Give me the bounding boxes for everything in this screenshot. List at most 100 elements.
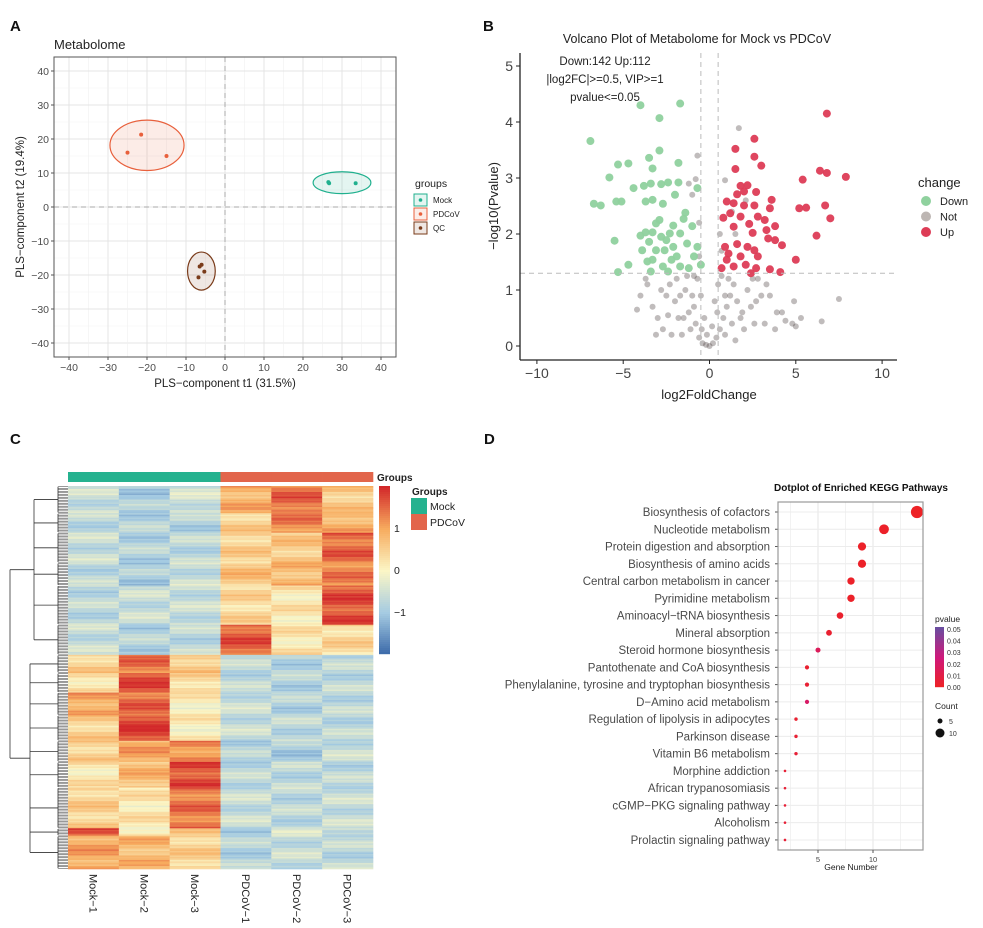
heatmap-cell xyxy=(169,660,221,663)
heatmap-cell xyxy=(220,603,272,606)
heatmap-cell xyxy=(220,534,272,537)
colorbar-segment xyxy=(935,679,944,682)
pathway-label: Mineral absorption xyxy=(675,628,770,640)
heatmap-cell xyxy=(169,555,221,558)
heatmap-cell xyxy=(271,767,323,770)
heatmap-cell xyxy=(68,823,120,826)
heatmap-cell xyxy=(169,590,221,592)
colorbar-segment xyxy=(379,500,390,503)
heatmap-cell xyxy=(169,841,221,844)
heatmap-cell xyxy=(271,546,323,549)
heatmap-cell xyxy=(220,774,272,776)
heatmap-cell xyxy=(322,659,374,662)
heatmap-cell xyxy=(271,665,323,668)
heatmap-cell xyxy=(118,605,170,607)
heatmap-cell xyxy=(169,630,221,633)
heatmap-cell xyxy=(169,798,221,800)
heatmap-cell xyxy=(68,529,120,532)
heatmap-cell xyxy=(118,602,170,604)
heatmap-cell xyxy=(68,760,120,763)
heatmap-cell xyxy=(322,653,374,656)
heatmap-cell xyxy=(68,680,120,683)
heatmap-cell xyxy=(322,629,374,632)
data-point-up xyxy=(750,152,759,161)
pathway-dot xyxy=(804,699,810,704)
heatmap-cell xyxy=(68,510,120,512)
heatmap-cell xyxy=(220,590,272,592)
heatmap-cell xyxy=(169,772,221,775)
heatmap-cell xyxy=(271,608,323,610)
heatmap-cell xyxy=(322,855,374,858)
heatmap-cell xyxy=(169,531,221,534)
data-point-not xyxy=(642,275,649,282)
colorbar-segment xyxy=(379,638,390,641)
heatmap-cell xyxy=(118,697,170,699)
data-point-pdcov xyxy=(125,150,130,155)
heatmap-cell xyxy=(271,511,323,514)
heatmap-cell xyxy=(220,549,272,552)
heatmap-cell xyxy=(169,802,221,805)
data-point-not xyxy=(714,309,721,316)
heatmap-cell xyxy=(220,679,272,681)
data-point-down xyxy=(665,229,674,238)
heatmap-cell xyxy=(68,849,120,852)
data-point-qc xyxy=(199,262,204,267)
data-point-pdcov xyxy=(139,132,144,137)
heatmap-cell xyxy=(220,513,272,515)
heatmap-cell xyxy=(68,618,120,621)
x-axis-label: log2FoldChange xyxy=(661,387,756,402)
heatmap-cell xyxy=(322,763,374,766)
colorbar-segment xyxy=(379,550,390,553)
x-tick-label: 5 xyxy=(816,855,820,864)
heatmap-cell xyxy=(169,543,221,546)
heatmap-cell xyxy=(322,758,374,761)
heatmap-cell xyxy=(68,730,120,733)
heatmap-cell xyxy=(322,543,374,546)
heatmap-cell xyxy=(118,828,170,831)
heatmap-cell xyxy=(271,584,323,586)
heatmap-cell xyxy=(68,502,120,505)
colorbar-segment xyxy=(935,681,944,684)
heatmap-cell xyxy=(271,805,323,808)
heatmap-cell xyxy=(68,784,120,787)
heatmap-cell xyxy=(169,793,221,796)
heatmap-cell xyxy=(271,837,323,840)
heatmap-cell xyxy=(220,626,272,629)
heatmap-cell xyxy=(68,611,120,613)
heatmap-cell xyxy=(118,556,170,559)
heatmap-cell xyxy=(68,651,120,654)
heatmap-cell xyxy=(169,499,221,502)
data-point-not xyxy=(792,323,799,330)
heatmap-cell xyxy=(169,766,221,769)
data-point-down xyxy=(676,229,685,238)
heatmap-cell xyxy=(169,692,221,695)
heatmap-cell xyxy=(322,621,374,624)
heatmap-cell xyxy=(271,843,323,846)
heatmap-cell xyxy=(169,829,221,832)
data-point-up xyxy=(822,109,831,118)
heatmap-cell xyxy=(68,593,120,595)
heatmap-cell xyxy=(68,630,120,633)
data-point-up xyxy=(731,144,740,153)
heatmap-cell xyxy=(322,683,374,686)
heatmap-cell xyxy=(220,501,272,503)
heatmap-cell xyxy=(322,590,374,592)
heatmap-cell xyxy=(271,674,323,677)
heatmap-cell xyxy=(68,770,120,773)
heatmap-cell xyxy=(169,822,221,825)
heatmap-cell xyxy=(322,835,374,838)
heatmap-cell xyxy=(271,490,323,493)
legend-label: PDCoV xyxy=(430,517,465,529)
heatmap-cell xyxy=(322,597,374,600)
legend-label: Mock xyxy=(430,501,456,513)
data-point-down xyxy=(657,180,666,189)
heatmap-cell xyxy=(118,835,170,838)
heatmap-cell xyxy=(322,677,374,680)
heatmap-cell xyxy=(118,752,170,755)
data-point-not xyxy=(744,287,751,293)
data-point-down xyxy=(589,199,598,208)
heatmap-cell xyxy=(220,787,272,790)
heatmap-cell xyxy=(68,504,120,506)
heatmap-cell xyxy=(118,663,170,666)
heatmap-cell xyxy=(220,736,272,739)
